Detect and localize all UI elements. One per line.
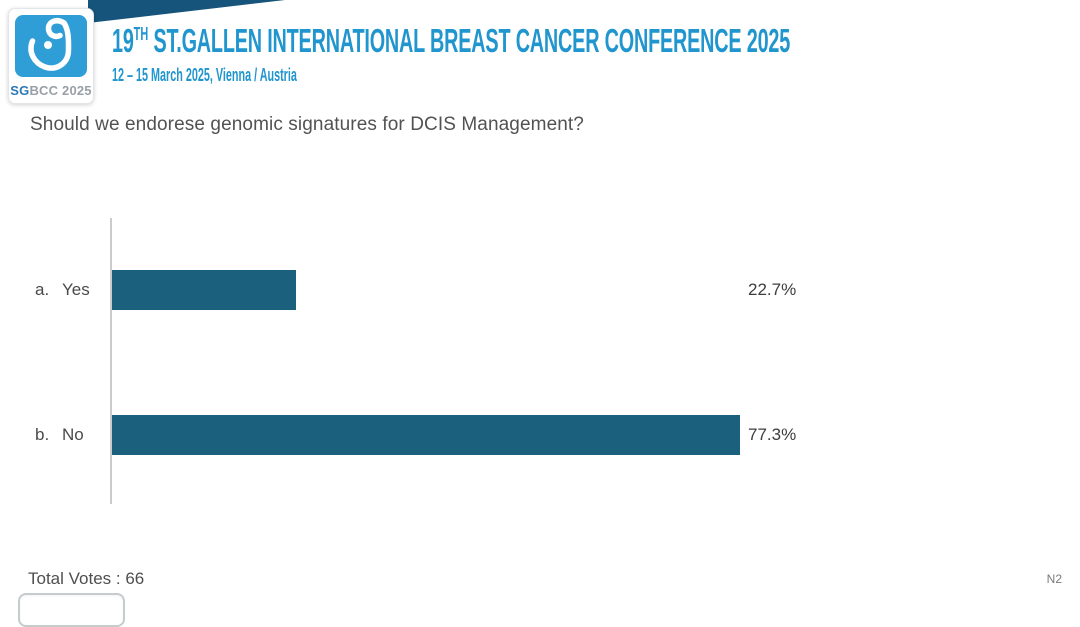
cutoff-bottom-button[interactable] xyxy=(18,593,125,627)
slide-number: N2 xyxy=(1046,572,1062,586)
conference-title: 19TH ST.GALLEN INTERNATIONAL BREAST CANC… xyxy=(112,24,790,57)
option-letter: a. xyxy=(35,280,50,299)
bar-row-no: b. No 77.3% xyxy=(0,415,1080,455)
result-bar-no xyxy=(112,415,740,455)
conference-title-number: 19 xyxy=(112,22,134,59)
poll-question: Should we endorese genomic signatures fo… xyxy=(30,114,584,135)
value-label-yes: 22.7% xyxy=(748,280,797,299)
conference-title-text: ST.GALLEN INTERNATIONAL BREAST CANCER CO… xyxy=(148,22,791,59)
header-wedge-shape xyxy=(88,0,285,23)
option-label-no: b. No xyxy=(35,415,84,455)
logo-blue-square xyxy=(15,15,87,77)
conference-title-ordinal: TH xyxy=(133,24,149,44)
result-bar-yes xyxy=(112,270,297,310)
logo-wordmark-sg: SG xyxy=(10,83,30,98)
option-text: Yes xyxy=(62,280,90,299)
bar-row-yes: a. Yes 22.7% xyxy=(0,270,1080,310)
value-label-no: 77.3% xyxy=(748,425,797,444)
breast-ribbon-icon xyxy=(28,18,72,71)
logo-wordmark-rest: BCC 2025 xyxy=(29,83,92,98)
logo-wordmark: SGBCC 2025 xyxy=(9,83,93,98)
conference-dates: 12 – 15 March 2025, Vienna / Austria xyxy=(112,65,297,85)
total-votes: Total Votes : 66 xyxy=(28,569,145,588)
option-label-yes: a. Yes xyxy=(35,270,90,310)
header-title-block: 19TH ST.GALLEN INTERNATIONAL BREAST CANC… xyxy=(112,24,1080,84)
option-letter: b. xyxy=(35,425,50,444)
y-axis-line xyxy=(110,218,112,504)
sgbcc-logo: SGBCC 2025 xyxy=(8,8,94,104)
option-text: No xyxy=(62,425,84,444)
